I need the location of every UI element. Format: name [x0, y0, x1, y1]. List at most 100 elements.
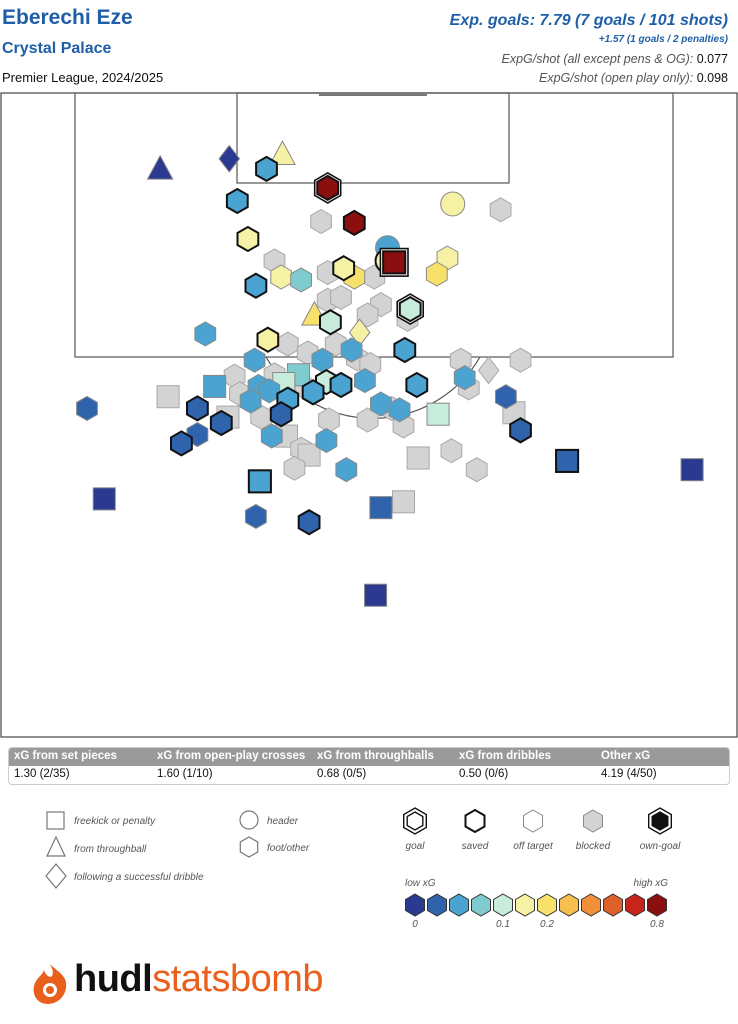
xg-per-shot-open-value: 0.098: [696, 71, 728, 85]
header-other: Other xG: [601, 750, 651, 762]
shot-marker: [313, 171, 342, 204]
legend-outcome-saved: saved: [462, 808, 489, 852]
legend-scale-swatch: [427, 893, 447, 917]
logo-wordmark: hudlstatsbomb: [74, 958, 324, 1001]
shot-hex: [256, 326, 280, 353]
shot-marker: [393, 336, 417, 364]
shot-marker: [245, 503, 267, 529]
shot-marker: [301, 379, 325, 406]
legend-scale-low-label: low xG: [405, 878, 436, 889]
shot-hex: [465, 457, 488, 483]
shot-marker: [369, 496, 393, 520]
value-dribbles: 0.50 (0/6): [459, 768, 509, 780]
six-yard-box: [236, 92, 510, 184]
legend-outcome-hex-icon: [523, 809, 543, 833]
legend-xg-scale: low xG high xG 0 0.1 0.2 0.8: [405, 878, 668, 930]
shot-hex: [330, 284, 352, 310]
shot-square: [297, 443, 321, 467]
shot-hex: [239, 388, 262, 414]
shot-square: [426, 402, 450, 426]
shot-marker: [310, 208, 332, 235]
legend-dribble-label: following a successful dribble: [74, 872, 204, 883]
shot-marker: [426, 402, 450, 426]
shot-marker: [342, 209, 366, 237]
legend-outcomes: goal saved off target blocked own-goal: [403, 807, 681, 852]
shot-hex: [315, 427, 338, 454]
value-crosses: 1.60 (1/10): [157, 768, 213, 780]
shot-hex: [393, 336, 417, 364]
shot-marker: [440, 191, 466, 217]
shot-marker: [276, 331, 299, 357]
shot-marker: [319, 309, 342, 336]
shot-hex: [425, 261, 448, 287]
shot-marker: [318, 407, 340, 433]
legend-outcome-label: own-goal: [640, 841, 681, 852]
value-set-pieces: 1.30 (2/35): [14, 768, 70, 780]
legend-scale-high-label: high xG: [634, 878, 669, 889]
shot-hex: [269, 401, 293, 428]
shot-marker: [379, 247, 409, 277]
legend-triangle-icon: [46, 835, 66, 857]
shot-marker: [146, 154, 174, 180]
shot-marker: [283, 455, 306, 481]
shot-marker: [406, 446, 430, 470]
legend-header-label: header: [267, 816, 299, 827]
competition-season: Premier League, 2024/2025: [2, 70, 164, 85]
xg-per-shot-open-play: ExpG/shot (open play only): 0.098: [539, 71, 728, 85]
xg-total: Exp. goals: 7.79 (7 goals / 101 shots): [449, 12, 728, 29]
shots-layer: [76, 140, 704, 607]
shot-marker: [270, 264, 292, 290]
legend-throughball-label: from throughball: [74, 844, 147, 855]
shot-hex: [310, 208, 332, 235]
legend-scale-swatch: [559, 893, 579, 917]
shot-marker: [290, 267, 312, 293]
shot-hex: [225, 187, 249, 215]
shot-marker: [209, 409, 233, 437]
legend-outcome-goal: goal: [403, 807, 427, 852]
shot-hex: [276, 331, 299, 357]
shot-square: [92, 487, 116, 511]
shot-marker: [509, 417, 532, 444]
shot-hex: [318, 407, 340, 433]
shot-hex: [244, 272, 268, 299]
shot-marker: [260, 423, 283, 449]
shot-triangle: [146, 154, 174, 180]
shot-marker: [218, 144, 241, 173]
shot-hex: [290, 267, 312, 293]
shot-hex: [170, 430, 193, 457]
legend-scale-tick: 0.1: [496, 919, 510, 930]
shot-marker: [203, 374, 227, 399]
shot-hex: [76, 395, 98, 421]
shot-square: [382, 250, 407, 275]
xg-penalties: +1.57 (1 goals / 2 penalties): [598, 34, 728, 45]
shot-hex: [186, 395, 209, 422]
shot-hex: [495, 384, 517, 410]
legend-outcome-hex-icon: [583, 809, 603, 833]
shot-hex: [398, 295, 422, 323]
legend-scale-swatch: [493, 893, 513, 917]
legend-outcome-label: goal: [406, 841, 426, 852]
shot-marker: [330, 284, 352, 310]
shot-diamond: [218, 144, 241, 173]
legend-circle-icon: [239, 810, 259, 830]
player-name: Eberechi Eze: [2, 6, 133, 29]
logo-statsbomb: statsbomb: [152, 958, 324, 1000]
shot-marker: [388, 397, 411, 423]
shot-hex: [356, 302, 379, 328]
shot-triangle: [269, 140, 296, 166]
shot-square: [369, 496, 393, 520]
value-other: 4.19 (4/50): [601, 768, 657, 780]
shot-marker: [247, 469, 272, 494]
legend-scale-swatch: [581, 893, 601, 917]
shot-marker: [354, 368, 376, 394]
xg-breakdown-table: xG from set pieces xG from open-play cro…: [8, 747, 730, 785]
legend-scale-swatch: [647, 893, 667, 917]
shot-marker: [186, 395, 209, 422]
shot-marker: [477, 356, 500, 385]
shot-marker: [315, 427, 338, 454]
shot-marker: [329, 371, 353, 399]
shot-hex: [332, 255, 356, 282]
shot-hex: [316, 174, 340, 202]
shot-hex: [440, 438, 463, 464]
shot-marker: [256, 326, 280, 353]
